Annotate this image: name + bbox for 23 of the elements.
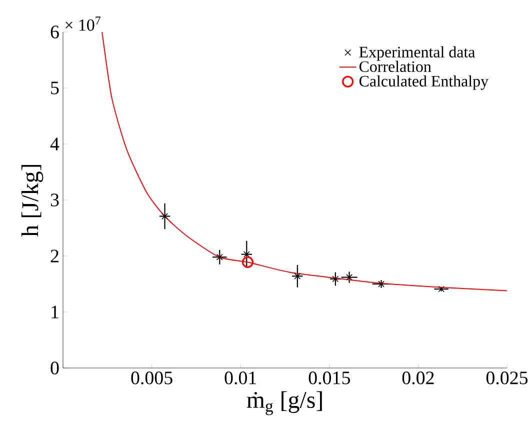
y-tick-label: 3 xyxy=(50,194,59,206)
legend-label: Experimental data xyxy=(359,46,476,61)
x-tick-label: 0.005 xyxy=(131,372,172,384)
line-series xyxy=(102,32,508,292)
y-axis-title: h [J/kg] xyxy=(21,164,44,237)
point xyxy=(216,254,223,260)
x-tick-label: 0.015 xyxy=(308,372,350,384)
legend-label: Correlation xyxy=(359,60,432,72)
x-tick-label: 0.01 xyxy=(224,372,256,384)
point xyxy=(438,286,445,292)
y-tick-label: 1 xyxy=(52,306,58,318)
x-tick-label: 0.02 xyxy=(402,372,434,384)
legend-label: Calculated Enthalpy xyxy=(359,75,488,90)
x-axis-title: ṁ$_{g}$ [g/s] xyxy=(246,391,322,416)
y-tick-label: 4 xyxy=(50,138,60,150)
point xyxy=(346,274,353,280)
y-tick-label: 5 xyxy=(51,82,59,94)
y-tick-label: 6 xyxy=(50,26,59,38)
point xyxy=(162,213,168,220)
y-tick-label: 0 xyxy=(50,362,59,374)
text: × 10$^{7}$ xyxy=(66,16,101,31)
x-tick-label: 0.025 xyxy=(486,372,528,384)
y-tick-label: 2 xyxy=(50,250,58,262)
